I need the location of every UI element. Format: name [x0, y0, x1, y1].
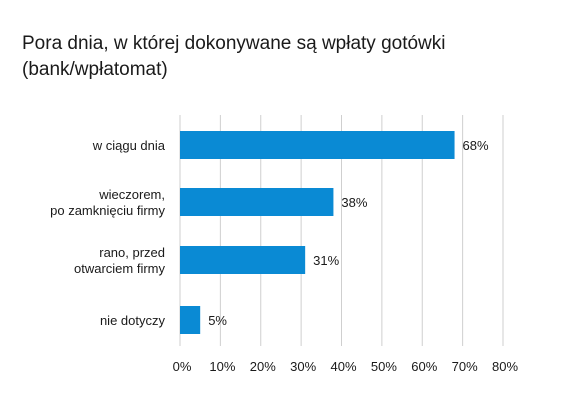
- x-tick-label: 60%: [411, 359, 437, 374]
- value-label: 5%: [208, 313, 227, 328]
- value-label: 68%: [463, 138, 489, 153]
- category-label: otwarciem firmy: [74, 261, 166, 276]
- category-label: w ciągu dnia: [92, 138, 166, 153]
- bar: [180, 246, 306, 274]
- category-label: nie dotyczy: [100, 313, 166, 328]
- x-tick-label: 10%: [209, 359, 235, 374]
- x-tick-label: 0%: [173, 359, 192, 374]
- category-label: wieczorem,: [98, 187, 165, 202]
- x-tick-label: 50%: [371, 359, 397, 374]
- x-tick-label: 40%: [330, 359, 356, 374]
- bar: [180, 131, 455, 159]
- category-label: po zamknięciu firmy: [50, 203, 165, 218]
- category-label: rano, przed: [99, 245, 165, 260]
- x-tick-label: 80%: [492, 359, 518, 374]
- value-label: 31%: [313, 253, 339, 268]
- bar: [180, 306, 201, 334]
- value-label: 38%: [341, 195, 367, 210]
- x-tick-label: 70%: [452, 359, 478, 374]
- bar: [180, 188, 334, 216]
- x-tick-label: 30%: [290, 359, 316, 374]
- x-tick-label: 20%: [250, 359, 276, 374]
- chart-title: Pora dnia, w której dokonywane są wpłaty…: [22, 33, 446, 80]
